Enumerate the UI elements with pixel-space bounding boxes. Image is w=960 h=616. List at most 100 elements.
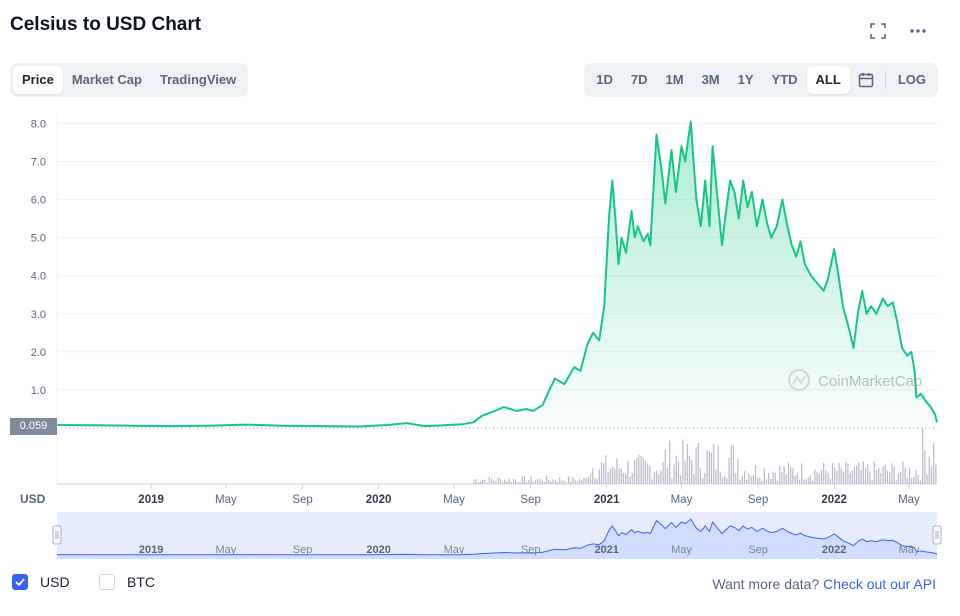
volume-bar bbox=[699, 468, 702, 484]
volume-bar bbox=[831, 463, 834, 484]
volume-bar bbox=[728, 457, 730, 484]
volume-bar bbox=[765, 479, 768, 484]
volume-bar bbox=[675, 455, 677, 484]
volume-bar bbox=[864, 468, 867, 484]
fullscreen-icon[interactable] bbox=[867, 20, 889, 42]
volume-bar bbox=[875, 469, 878, 484]
volume-bar bbox=[928, 456, 930, 484]
chart-title: Celsius to USD Chart bbox=[10, 14, 202, 35]
volume-bar bbox=[801, 463, 803, 484]
range-1d[interactable]: 1D bbox=[596, 72, 613, 87]
btc-checkbox[interactable] bbox=[99, 574, 115, 590]
volume-bar bbox=[726, 478, 728, 484]
volume-bar bbox=[779, 465, 781, 484]
volume-bar bbox=[893, 466, 895, 484]
legend-btc[interactable]: BTC bbox=[99, 574, 155, 590]
volume-bar bbox=[512, 479, 515, 484]
volume-bar bbox=[919, 480, 922, 484]
volume-bar bbox=[598, 469, 600, 484]
volume-bar bbox=[477, 482, 479, 484]
usd-checkbox[interactable] bbox=[12, 574, 28, 590]
volume-bar bbox=[488, 476, 490, 484]
volume-bar bbox=[526, 482, 528, 484]
volume-bar bbox=[504, 479, 506, 484]
navigator-tick-label: Sep bbox=[748, 544, 768, 556]
range-all[interactable]: ALL bbox=[806, 66, 850, 94]
volume-bar bbox=[891, 463, 893, 484]
volume-bar bbox=[884, 465, 886, 484]
volume-bars bbox=[56, 112, 937, 485]
volume-bar bbox=[596, 478, 598, 484]
x-tick-label: May bbox=[671, 494, 693, 506]
x-tick-label: Sep bbox=[292, 494, 312, 506]
volume-bar bbox=[565, 482, 567, 484]
navigator[interactable]: 2019 May Sep 2020 May Sep 2021 May Sep 2022 May bbox=[52, 512, 942, 559]
volume-bar bbox=[754, 465, 757, 484]
tab-market-cap[interactable]: Market Cap bbox=[71, 72, 142, 87]
coinmarketcap-logo-icon bbox=[788, 369, 810, 391]
volume-bar bbox=[490, 478, 493, 484]
volume-bar bbox=[497, 477, 499, 484]
volume-bar bbox=[933, 443, 935, 484]
volume-bar bbox=[647, 463, 649, 484]
volume-bar bbox=[820, 470, 823, 484]
volume-bar bbox=[534, 480, 537, 484]
volume-bar bbox=[508, 478, 510, 484]
calendar-icon[interactable] bbox=[850, 66, 882, 94]
volume-bar bbox=[842, 471, 845, 484]
x-axis: 2019 May Sep 2020 May Sep 2021 May Sep 2022 May bbox=[138, 484, 920, 506]
volume-bar bbox=[603, 463, 605, 484]
volume-bar bbox=[528, 479, 530, 484]
legend-usd[interactable]: USD bbox=[12, 574, 70, 590]
range-tabs: 1D 7D 1M 3M 1Y YTD ALL LOG bbox=[584, 63, 938, 97]
volume-bar bbox=[774, 472, 776, 484]
x-tick-label: May bbox=[215, 494, 237, 506]
volume-bar bbox=[880, 473, 882, 484]
range-3m[interactable]: 3M bbox=[701, 72, 720, 87]
volume-bar bbox=[757, 478, 759, 484]
volume-bar bbox=[473, 479, 475, 484]
volume-bar bbox=[812, 480, 814, 484]
volume-bar bbox=[906, 477, 908, 484]
range-7d[interactable]: 7D bbox=[630, 72, 648, 87]
volume-bar bbox=[499, 478, 501, 484]
volume-bar bbox=[790, 466, 792, 484]
volume-bar bbox=[501, 482, 504, 484]
api-link[interactable]: Check out our API bbox=[823, 576, 936, 592]
tab-price[interactable]: Price bbox=[13, 66, 63, 94]
volume-bar bbox=[583, 477, 585, 484]
volume-bar bbox=[732, 445, 735, 484]
volume-bar bbox=[776, 480, 779, 484]
volume-bar bbox=[739, 480, 741, 484]
volume-bar bbox=[618, 468, 620, 484]
range-ytd[interactable]: YTD bbox=[771, 72, 798, 87]
x-tick-label: Sep bbox=[748, 494, 768, 506]
volume-bar bbox=[664, 449, 666, 484]
more-horizontal-icon[interactable] bbox=[907, 20, 929, 42]
navigator-tick-label: 2019 bbox=[139, 544, 163, 556]
price-area-fill bbox=[57, 121, 937, 428]
volume-bar bbox=[570, 481, 572, 484]
tab-tradingview[interactable]: TradingView bbox=[159, 72, 237, 87]
volume-bar bbox=[704, 472, 706, 484]
volume-bar bbox=[721, 477, 724, 484]
range-1m[interactable]: 1M bbox=[665, 72, 684, 87]
volume-bar bbox=[935, 464, 937, 484]
volume-bar bbox=[814, 469, 816, 484]
volume-bar bbox=[682, 439, 684, 484]
volume-bar bbox=[651, 479, 653, 484]
volume-bar bbox=[581, 480, 583, 484]
y-tick-label: 1.0 bbox=[31, 385, 46, 397]
range-1y[interactable]: 1Y bbox=[737, 72, 754, 87]
volume-bar bbox=[710, 452, 713, 484]
volume-bar bbox=[816, 472, 818, 484]
volume-bar bbox=[576, 481, 578, 484]
current-price-badge: 0.059 bbox=[10, 418, 57, 435]
volume-bar bbox=[640, 455, 642, 484]
log-toggle[interactable]: LOG bbox=[897, 72, 926, 87]
volume-bar bbox=[924, 450, 926, 484]
volume-bar bbox=[695, 447, 697, 484]
navigator-line bbox=[56, 518, 938, 556]
volume-bar bbox=[658, 474, 660, 484]
